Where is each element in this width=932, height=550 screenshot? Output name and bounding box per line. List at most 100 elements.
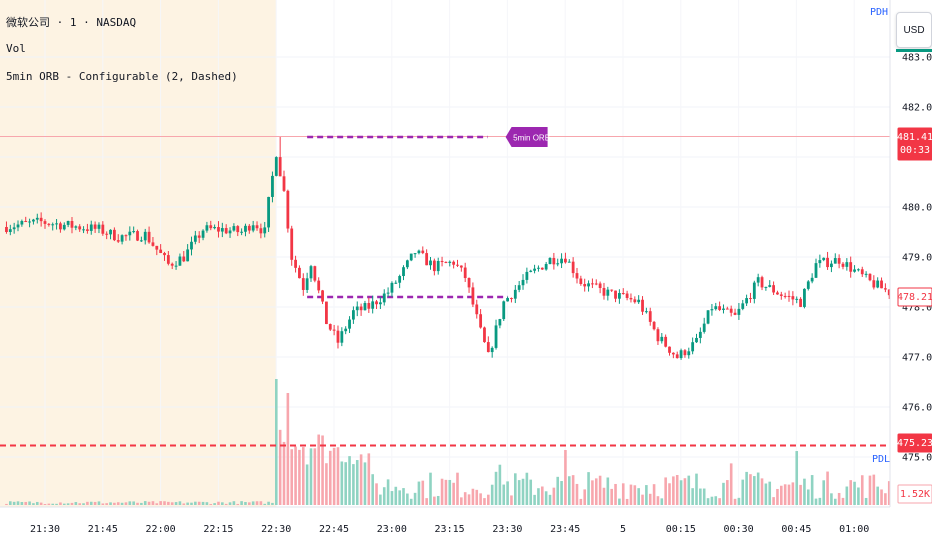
- volume-bar: [221, 502, 224, 505]
- volume-bar: [386, 479, 390, 505]
- volume-bar: [460, 497, 463, 505]
- volume-bar: [483, 498, 486, 505]
- currency-button[interactable]: USD: [896, 12, 932, 48]
- candle-body: [475, 304, 479, 315]
- candle-body: [510, 298, 513, 300]
- volume-bar: [833, 498, 837, 505]
- volume-bar: [263, 503, 267, 505]
- time-axis-label: 00:30: [724, 524, 754, 535]
- volume-bar: [706, 498, 710, 505]
- candle-body: [375, 301, 378, 305]
- candle-body: [540, 267, 544, 270]
- candle-body: [675, 354, 679, 359]
- indicator-legend[interactable]: 5min ORB - Configurable (2, Dashed): [6, 70, 238, 83]
- candle-body: [814, 263, 818, 278]
- candle-body: [220, 228, 224, 232]
- volume-bar: [772, 497, 775, 505]
- volume-bar: [714, 496, 718, 505]
- volume-bar: [552, 487, 556, 505]
- volume-bar: [363, 462, 367, 505]
- candle-body: [409, 253, 413, 261]
- candle-body: [803, 288, 806, 307]
- volume-bar: [633, 485, 637, 505]
- candle-body: [467, 278, 471, 288]
- volume-bar: [664, 477, 667, 505]
- price-axis-label: 476.00: [902, 403, 932, 414]
- candle-body: [698, 331, 702, 338]
- volume-bar: [525, 472, 529, 505]
- candle-body: [849, 262, 853, 272]
- candle-body: [463, 267, 467, 279]
- candle-body: [436, 260, 440, 272]
- candle-body: [444, 261, 448, 263]
- volume-bar: [89, 501, 93, 505]
- volume-bar: [113, 502, 116, 505]
- volume-bar: [251, 501, 255, 505]
- candle-body: [325, 301, 328, 325]
- candle-body: [317, 280, 321, 291]
- volume-bar: [583, 489, 586, 505]
- candle-body: [806, 281, 810, 289]
- volume-bar: [62, 503, 66, 505]
- volume-bar: [248, 502, 251, 505]
- candle-body: [97, 224, 101, 229]
- candle-body: [62, 224, 66, 230]
- candle-body: [413, 253, 417, 255]
- candle-body: [876, 280, 880, 288]
- time-axis-label: 22:00: [146, 524, 176, 535]
- volume-bar: [637, 488, 640, 505]
- candle-body: [201, 230, 205, 238]
- volume-bar: [498, 464, 502, 505]
- candle-body: [232, 226, 236, 231]
- candle-body: [772, 285, 775, 293]
- volume-bar: [436, 495, 440, 505]
- candle-body: [193, 235, 197, 242]
- candle-body: [355, 306, 359, 311]
- volume-bar: [286, 393, 290, 505]
- candle-body: [274, 157, 278, 176]
- volume-legend[interactable]: Vol: [6, 42, 26, 55]
- candle-body: [259, 228, 263, 234]
- candle-body: [286, 190, 290, 229]
- volume-bar: [93, 501, 97, 505]
- volume-bar: [178, 501, 182, 505]
- candle-body: [143, 231, 147, 241]
- volume-bar: [872, 474, 876, 505]
- volume-bar: [197, 501, 201, 505]
- symbol-legend[interactable]: 微软公司 · 1 · NASDAQ: [6, 16, 137, 29]
- volume-bar: [691, 488, 694, 505]
- candle-body: [544, 264, 548, 270]
- candle-body: [170, 263, 174, 266]
- volume-bar: [537, 488, 540, 505]
- candle-body: [702, 323, 706, 332]
- candle-body: [336, 330, 340, 343]
- candle-body: [695, 337, 698, 343]
- candle-body: [552, 257, 556, 265]
- candle-body: [579, 278, 583, 285]
- time-axis-label: 22:45: [319, 524, 349, 535]
- volume-bar: [109, 502, 112, 505]
- volume-bar: [182, 503, 186, 505]
- volume-bar: [421, 480, 425, 505]
- volume-bar: [163, 501, 166, 505]
- price-axis-label: 482.00: [902, 103, 932, 114]
- volume-bar: [359, 454, 363, 505]
- volume-bar: [456, 472, 459, 505]
- volume-bar: [579, 498, 583, 505]
- candle-body: [82, 229, 85, 231]
- volume-bar: [560, 481, 563, 505]
- candle-body: [737, 308, 741, 315]
- volume-bar: [494, 471, 498, 505]
- volume-bar: [753, 476, 756, 505]
- candle-body: [313, 266, 317, 281]
- volume-bar: [475, 489, 479, 505]
- last-price-badge-text: 481.41: [897, 132, 932, 143]
- candle-body: [841, 263, 845, 267]
- volume-bar: [325, 463, 328, 505]
- volume-bar: [375, 483, 378, 505]
- candle-body: [359, 306, 363, 311]
- volume-bar: [780, 485, 783, 505]
- volume-bar: [884, 493, 887, 505]
- candle-body: [513, 289, 517, 299]
